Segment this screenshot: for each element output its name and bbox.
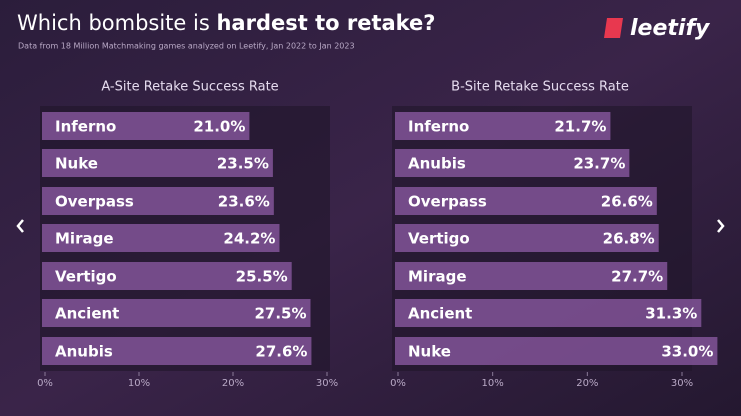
bar <box>395 149 630 177</box>
category-label: Inferno <box>408 118 469 136</box>
chevron-left[interactable] <box>16 219 24 233</box>
x-tick-label: 10% <box>482 378 504 389</box>
value-label: 27.5% <box>254 305 306 323</box>
chart-title: B-Site Retake Success Rate <box>451 80 629 95</box>
category-label: Anubis <box>55 343 113 361</box>
x-tick-label: 30% <box>671 378 693 389</box>
x-tick-label: 0% <box>390 378 406 389</box>
category-label: Overpass <box>55 193 134 211</box>
category-label: Nuke <box>408 343 451 361</box>
bar <box>42 149 273 177</box>
next-button[interactable] <box>717 219 725 233</box>
x-tick-label: 20% <box>576 378 598 389</box>
category-label: Ancient <box>55 305 119 323</box>
logo: leetify <box>604 16 711 41</box>
value-label: 27.7% <box>611 268 663 286</box>
bar <box>395 262 668 290</box>
value-label: 23.5% <box>217 155 269 173</box>
category-label: Anubis <box>408 155 466 173</box>
bar <box>42 187 274 215</box>
title-text: Which bombsite is <box>17 11 216 35</box>
logo-text: leetify <box>630 16 711 41</box>
value-label: 21.7% <box>554 118 606 136</box>
bar <box>395 337 718 365</box>
category-label: Mirage <box>55 230 114 248</box>
logo-icon <box>604 18 623 38</box>
chart-title: A-Site Retake Success Rate <box>101 80 278 95</box>
bar <box>395 187 657 215</box>
value-label: 26.6% <box>601 193 653 211</box>
category-label: Mirage <box>408 268 467 286</box>
category-label: Overpass <box>408 193 487 211</box>
category-label: Nuke <box>55 155 98 173</box>
bar <box>395 299 702 327</box>
page-title: Which bombsite is hardest to retake? <box>17 11 435 35</box>
x-tick-label: 20% <box>222 378 244 389</box>
x-tick-label: 0% <box>37 378 53 389</box>
x-tick-label: 10% <box>128 378 150 389</box>
value-label: 31.3% <box>645 305 697 323</box>
value-label: 26.8% <box>603 230 655 248</box>
bar <box>42 224 280 252</box>
title-emphasis: hardest to retake? <box>216 11 435 35</box>
category-label: Inferno <box>55 118 116 136</box>
bar <box>42 112 250 140</box>
bar <box>42 337 312 365</box>
bar <box>42 299 311 327</box>
subtitle: Data from 18 Million Matchmaking games a… <box>18 42 355 51</box>
chevron-right[interactable] <box>717 219 725 233</box>
category-label: Ancient <box>408 305 472 323</box>
value-label: 27.6% <box>255 343 307 361</box>
category-label: Vertigo <box>55 268 117 286</box>
bar <box>42 262 292 290</box>
prev-button[interactable] <box>16 219 24 233</box>
value-label: 24.2% <box>223 230 275 248</box>
bar <box>395 112 611 140</box>
x-tick-label: 30% <box>316 378 338 389</box>
category-label: Vertigo <box>408 230 470 248</box>
value-label: 23.6% <box>218 193 270 211</box>
value-label: 21.0% <box>193 118 245 136</box>
value-label: 23.7% <box>573 155 625 173</box>
value-label: 33.0% <box>661 343 713 361</box>
bar <box>395 224 659 252</box>
value-label: 25.5% <box>236 268 288 286</box>
